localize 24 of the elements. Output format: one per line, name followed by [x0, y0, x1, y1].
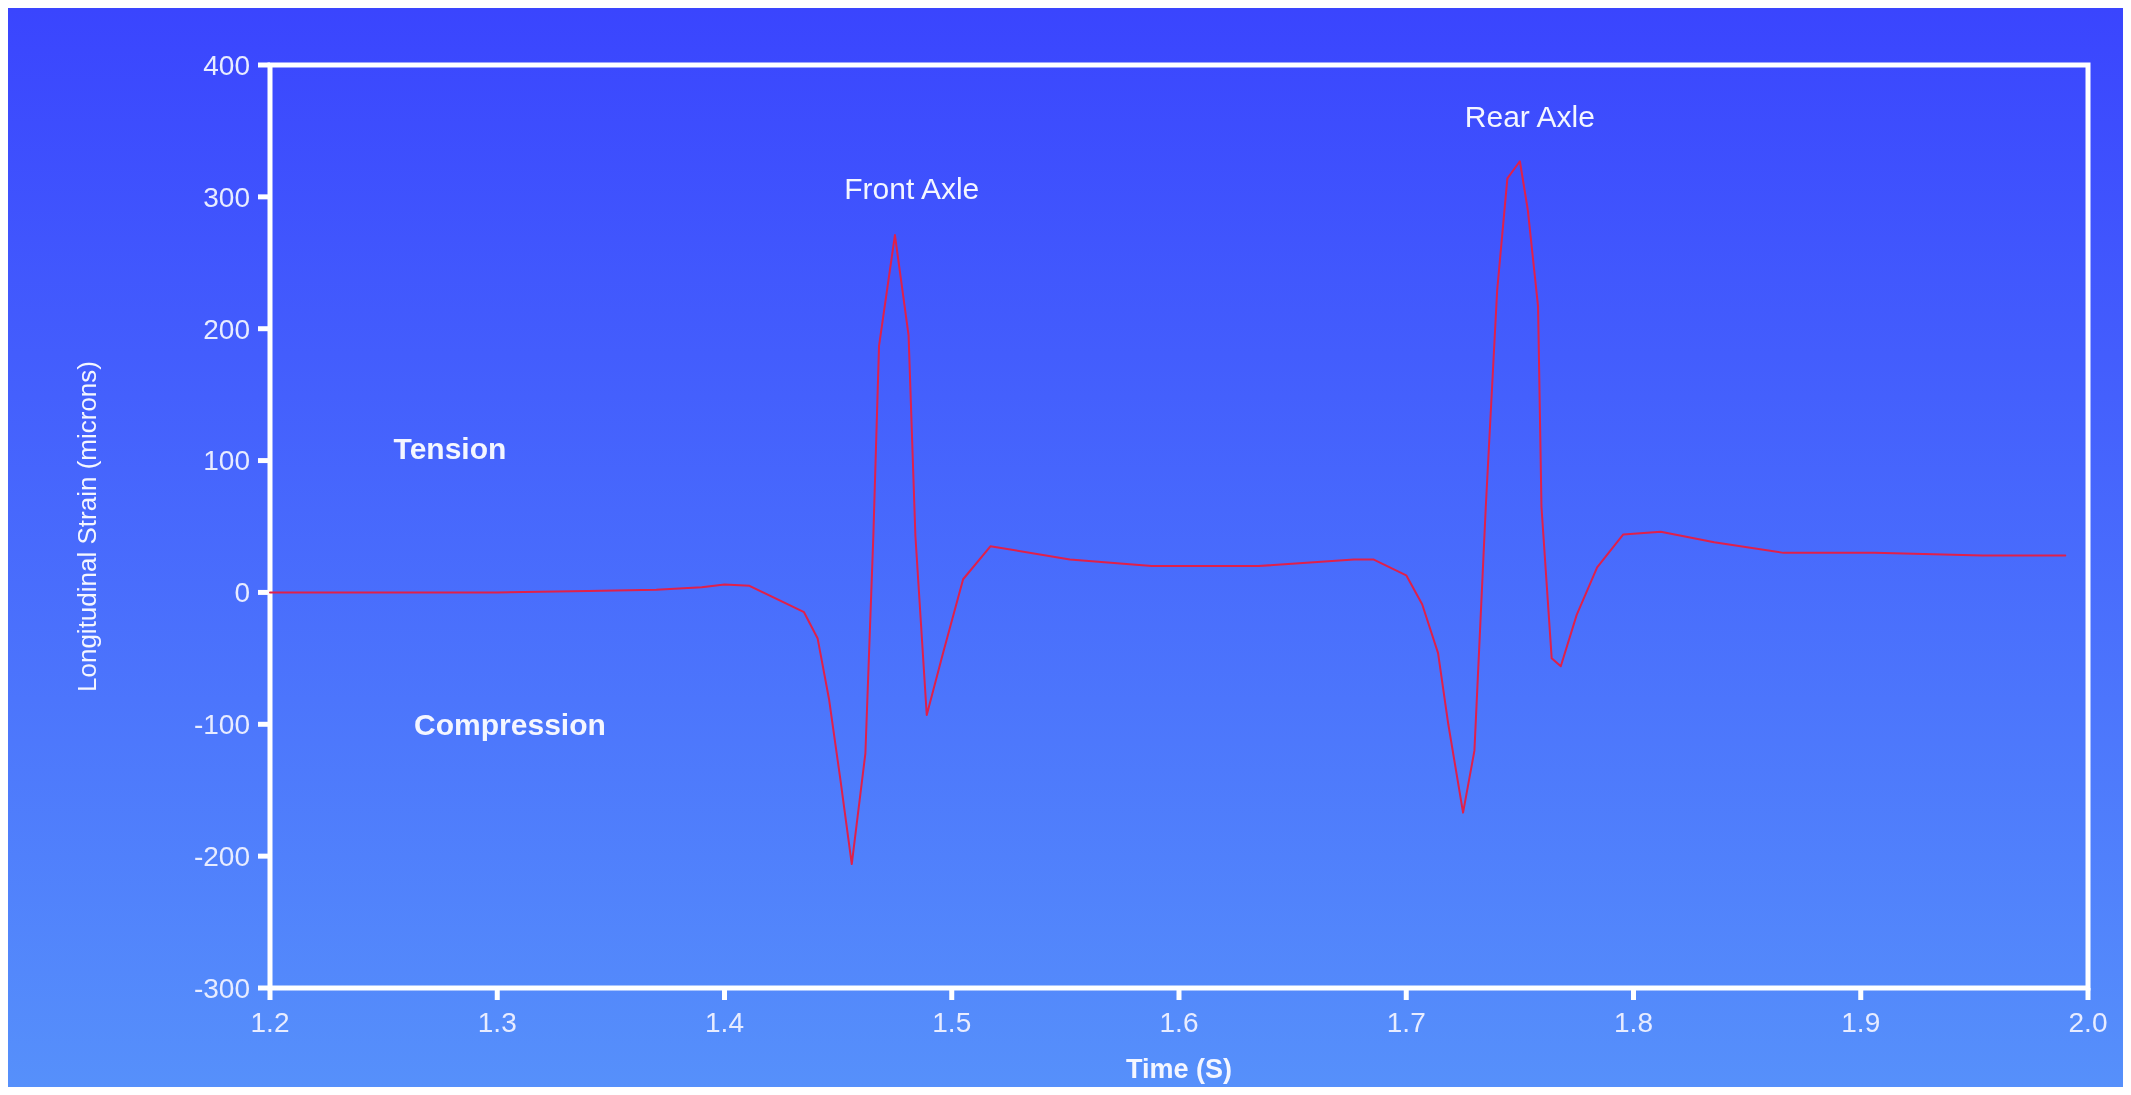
- x-tick-label: 1.2: [250, 1007, 290, 1038]
- y-tick-label: -200: [193, 840, 250, 872]
- x-tick-label: 1.7: [1386, 1007, 1426, 1038]
- y-axis-title: Longitudinal Strain (microns): [72, 361, 102, 692]
- x-tick-label: 1.8: [1614, 1007, 1653, 1038]
- line-series: [269, 160, 2067, 866]
- x-tick-label: 1.4: [705, 1007, 744, 1038]
- x-tick-label: 1.5: [932, 1007, 972, 1038]
- x-tick-label: 1.3: [477, 1007, 517, 1038]
- y-tick-label: 200: [203, 313, 250, 345]
- y-tick-label: 300: [203, 181, 250, 213]
- y-tick-label: 0: [234, 577, 250, 609]
- annotation: Tension: [393, 431, 507, 465]
- x-tick-label: 1.9: [1841, 1007, 1881, 1038]
- y-tick-label: 100: [203, 445, 250, 477]
- annotation: Compression: [414, 707, 606, 741]
- y-tick-label: 400: [203, 49, 250, 81]
- x-axis-title: Time (S): [1125, 1054, 1233, 1084]
- y-tick-label: -100: [193, 709, 250, 741]
- y-tick-label: -300: [193, 972, 250, 1004]
- x-tick-label: 2.0: [2068, 1007, 2108, 1038]
- annotation: Rear Axle: [1464, 100, 1595, 134]
- x-tick-label: 1.6: [1159, 1007, 1199, 1038]
- annotation: Front Axle: [844, 172, 980, 206]
